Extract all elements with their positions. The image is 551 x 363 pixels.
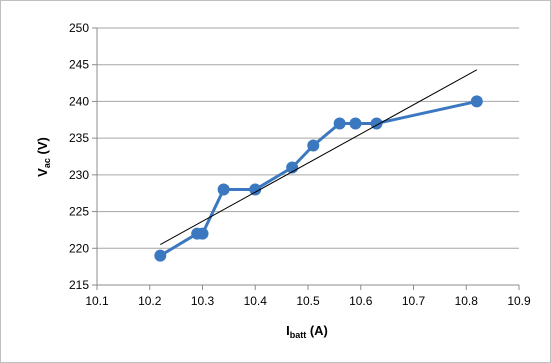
y-tick-label: 230 [69, 168, 89, 182]
x-axis-title: Ibatt (A) [286, 323, 328, 340]
data-point [349, 117, 362, 130]
x-tick-label: 10.4 [244, 294, 268, 308]
x-tick-label: 10.8 [455, 294, 479, 308]
data-point [249, 183, 262, 196]
x-tick-label: 10.7 [402, 294, 426, 308]
y-tick-label: 245 [69, 58, 89, 72]
data-point [154, 249, 167, 262]
data-point [307, 139, 320, 152]
y-tick-label: 240 [69, 94, 89, 108]
x-tick-label: 10.1 [85, 294, 109, 308]
x-tick-label: 10.6 [349, 294, 373, 308]
axes [92, 27, 520, 290]
gridlines [97, 27, 519, 249]
x-tick-label: 10.5 [296, 294, 320, 308]
x-tick-label: 10.2 [138, 294, 162, 308]
y-tick-label: 235 [69, 131, 89, 145]
y-axis-title: Vac (V) [35, 137, 52, 177]
trendline-group [160, 69, 478, 246]
y-tick-label: 250 [69, 21, 89, 35]
trendline [160, 69, 478, 246]
data-series [154, 95, 483, 262]
y-tick-labels: 215 220 225 230 235 240 245 250 [69, 21, 89, 292]
y-tick-label: 220 [69, 241, 89, 255]
y-tick-label: 225 [69, 205, 89, 219]
data-point [196, 227, 209, 240]
data-point [333, 117, 346, 130]
x-tick-label: 10.9 [507, 294, 531, 308]
y-tick-label: 215 [69, 278, 89, 292]
data-point [470, 95, 483, 108]
x-tick-labels: 10.1 10.2 10.3 10.4 10.5 10.6 10.7 10.8 10.9 [85, 294, 531, 308]
data-point [217, 183, 230, 196]
x-tick-label: 10.3 [191, 294, 215, 308]
